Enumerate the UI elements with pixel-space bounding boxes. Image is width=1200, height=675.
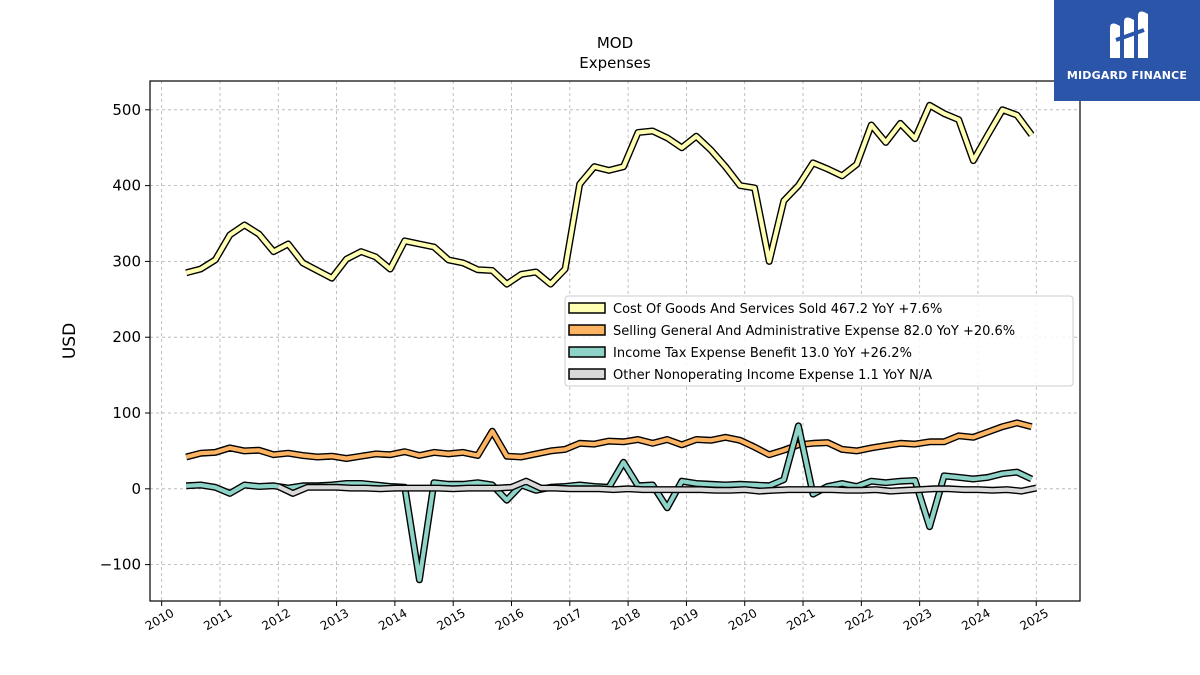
brand-name: MIDGARD FINANCE	[1066, 69, 1188, 82]
x-tick-label: 2011	[201, 606, 234, 633]
x-tick-label: 2020	[726, 606, 759, 633]
plot-frame	[149, 80, 1081, 602]
y-tick-label: 0	[131, 480, 141, 498]
legend-swatch	[568, 324, 606, 336]
cost-of-goods-and-services-sold-line	[185, 103, 1034, 287]
legend-entry-label: Cost Of Goods And Services Sold 467.2 Yo…	[613, 302, 942, 317]
legend-entry-label: Income Tax Expense Benefit 13.0 YoY +26.…	[613, 346, 912, 361]
x-tick-label: 2013	[318, 606, 351, 633]
cost-of-goods-and-services-sold-line-outline	[185, 101, 1035, 288]
legend-box	[564, 295, 1074, 387]
legend-swatch	[568, 302, 606, 314]
x-tick-label: 2022	[843, 606, 876, 633]
chart-title: MOD	[597, 34, 633, 52]
x-tick-label: 2014	[376, 606, 409, 633]
x-tick-label: 2019	[668, 606, 701, 633]
y-tick-label: 100	[112, 404, 141, 422]
y-tick-label: 300	[112, 252, 141, 270]
y-tick-label: 400	[112, 177, 141, 195]
x-tick-label: 2024	[959, 606, 992, 633]
y-tick-label: 200	[112, 328, 141, 346]
x-tick-label: 2023	[901, 606, 934, 633]
y-tick-label: 500	[112, 101, 141, 119]
y-tick-label: −100	[100, 556, 141, 574]
x-tick-label: 2015	[434, 606, 467, 633]
other-nonoperating-income-expense-line	[277, 479, 1037, 496]
x-tick-label: 2010	[143, 606, 176, 633]
income-tax-expense-benefit-line	[186, 423, 1033, 582]
x-tick-label: 2016	[493, 606, 526, 633]
selling-general-and-administrative-expense-line	[185, 420, 1033, 461]
legend-swatch	[568, 368, 606, 380]
midgard-m-icon	[1110, 11, 1148, 58]
series-lines	[185, 101, 1038, 584]
brand-logo: MIDGARD FINANCE	[1054, 0, 1200, 101]
x-tick-label: 2012	[260, 606, 293, 633]
x-tick-label: 2017	[551, 606, 584, 633]
legend-entry-label: Other Nonoperating Income Expense 1.1 Yo…	[613, 368, 932, 383]
legend-swatch	[568, 346, 606, 358]
x-tick-label: 2021	[784, 606, 817, 633]
chart-subtitle: Expenses	[579, 54, 651, 72]
x-tick-label: 2025	[1018, 606, 1051, 633]
legend: Cost Of Goods And Services Sold 467.2 Yo…	[564, 295, 1074, 387]
x-tick-label: 2018	[609, 606, 642, 633]
y-axis-label: USD	[60, 323, 80, 359]
income-tax-expense-benefit-line-outline	[186, 422, 1034, 584]
legend-entry-label: Selling General And Administrative Expen…	[613, 324, 1015, 339]
